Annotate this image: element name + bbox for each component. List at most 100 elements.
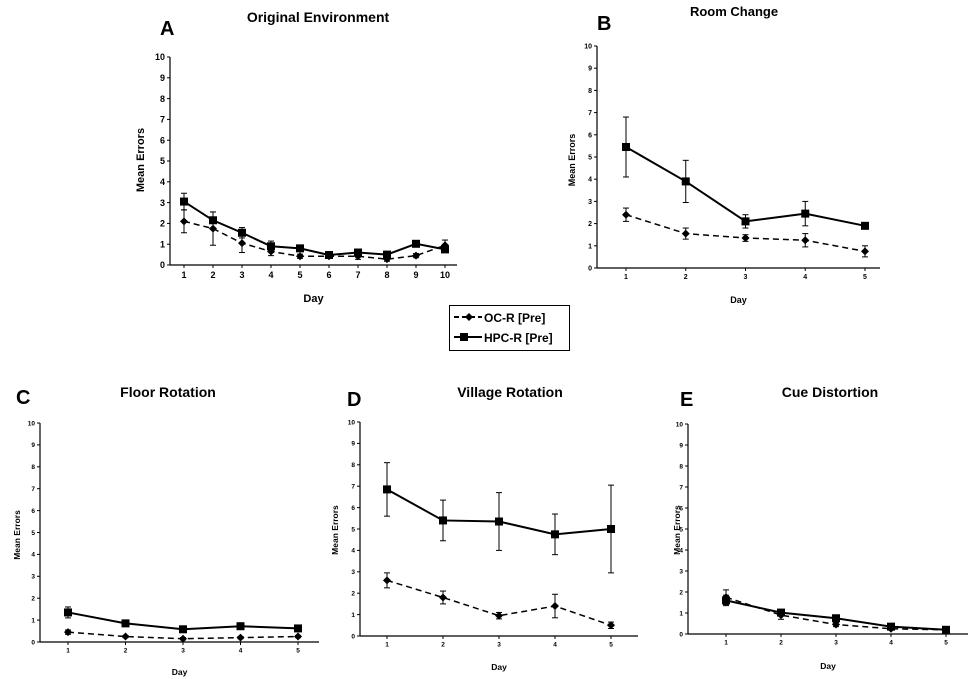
data-point-hpc-r [801,209,810,218]
panel-letter: E [680,389,693,411]
y-tick-label: 5 [160,156,165,166]
y-axis-label: Mean Errors [672,505,682,555]
chart-title: Cue Distortion [782,384,878,400]
data-point-hpc-r [179,625,187,634]
data-point-oc-r [294,632,302,641]
data-point-hpc-r [607,525,615,533]
panel-letter: D [347,389,361,411]
x-tick-label: 4 [553,642,557,649]
chart-title: Room Change [690,4,778,19]
x-tick-label: 1 [181,270,186,280]
x-tick-label: 5 [944,640,948,647]
data-point-hpc-r [495,517,503,526]
x-tick-label: 4 [889,640,893,647]
data-point-hpc-r [439,516,447,525]
data-point-hpc-r [441,245,449,254]
y-tick-label: 5 [351,526,355,533]
y-tick-label: 10 [584,43,592,50]
y-tick-label: 7 [31,486,35,493]
data-point-hpc-r [64,608,72,617]
x-axis-label: Day [820,661,836,671]
y-tick-label: 4 [588,177,592,184]
data-point-hpc-r [294,624,302,633]
y-tick-label: 8 [351,462,355,469]
data-point-hpc-r [942,625,950,634]
data-point-oc-r [180,217,188,226]
data-point-hpc-r [681,177,690,186]
legend: OC-R [Pre] HPC-R [Pre] [449,305,570,351]
chart-panel-a: A Original Environment 0 1 2 3 4 5 6 7 8 9 10 1 2 3 4 5 6 7… [135,9,457,305]
y-tick-label: 10 [155,52,165,62]
y-tick-label: 1 [160,239,165,249]
y-tick-label: 6 [160,135,165,145]
data-point-hpc-r [236,622,245,631]
y-tick-label: 10 [28,420,36,427]
y-tick-label: 2 [588,221,592,228]
y-tick-label: 8 [160,94,165,104]
y-tick-label: 0 [679,631,683,638]
x-tick-label: 1 [624,274,628,281]
data-point-hpc-r [622,143,630,152]
x-axis-label: Day [303,293,324,305]
x-tick-label: 4 [803,274,807,281]
data-point-hpc-r [267,242,275,251]
x-tick-label: 9 [413,270,418,280]
data-point-oc-r [681,229,690,238]
y-tick-label: 3 [588,199,592,206]
y-tick-label: 2 [351,590,355,597]
x-tick-label: 6 [326,270,331,280]
data-point-hpc-r [412,239,420,248]
y-tick-label: 1 [679,610,683,617]
data-point-hpc-r [777,608,785,617]
x-tick-label: 1 [385,642,389,649]
legend-label-oc-r: OC-R [Pre] [484,311,546,325]
chart-panel-c: C Floor Rotation 0 1 2 3 4 5 6 7 8 9 10 1 2 3 4 5 Day Mean … [12,384,319,677]
x-tick-label: 5 [863,274,867,281]
series-line-hpc-r [183,200,446,257]
x-tick-label: 3 [181,648,185,655]
data-point-oc-r [236,633,245,642]
data-point-oc-r [861,247,869,256]
x-tick-label: 10 [440,270,450,280]
x-tick-label: 5 [297,270,302,280]
y-tick-label: 9 [160,73,165,83]
y-tick-label: 9 [679,442,683,449]
y-tick-label: 9 [31,442,35,449]
x-tick-label: 5 [296,648,300,655]
y-axis-label: Mean Errors [12,510,22,560]
x-tick-label: 3 [497,642,501,649]
y-tick-label: 1 [588,243,592,250]
y-tick-label: 1 [351,612,355,619]
data-point-hpc-r [832,614,840,623]
y-tick-label: 8 [679,463,683,470]
y-tick-label: 3 [351,569,355,576]
data-point-oc-r [801,236,810,245]
chart-title: Floor Rotation [120,384,216,400]
x-tick-label: 2 [124,648,128,655]
legend-swatch-square-solid [454,333,482,341]
chart-panel-d: D Village Rotation 0 1 2 3 4 5 6 7 8 9 10 1 2 3 4 5 Day Mea… [330,384,638,672]
legend-label-hpc-r: HPC-R [Pre] [484,331,553,345]
data-point-oc-r [121,632,130,641]
data-point-hpc-r [296,244,304,253]
y-tick-label: 4 [160,177,165,187]
data-point-oc-r [551,602,559,611]
series-line-oc-r [386,579,612,627]
panel-letter: C [16,387,30,409]
y-tick-label: 5 [679,526,683,533]
data-point-hpc-r [551,530,559,539]
data-point-hpc-r [383,250,391,259]
y-axis-label: Mean Errors [330,505,340,555]
y-tick-label: 4 [31,552,35,559]
data-point-hpc-r [741,217,750,226]
data-point-oc-r [832,620,840,629]
y-tick-label: 8 [31,464,35,471]
x-tick-label: 1 [66,648,70,655]
panel-letter: B [597,13,611,35]
data-point-hpc-r [722,596,730,605]
y-tick-label: 9 [588,66,592,73]
data-point-oc-r [439,593,447,602]
data-point-oc-r [296,252,304,261]
y-tick-label: 4 [679,547,683,554]
chart-title: Village Rotation [457,384,563,400]
